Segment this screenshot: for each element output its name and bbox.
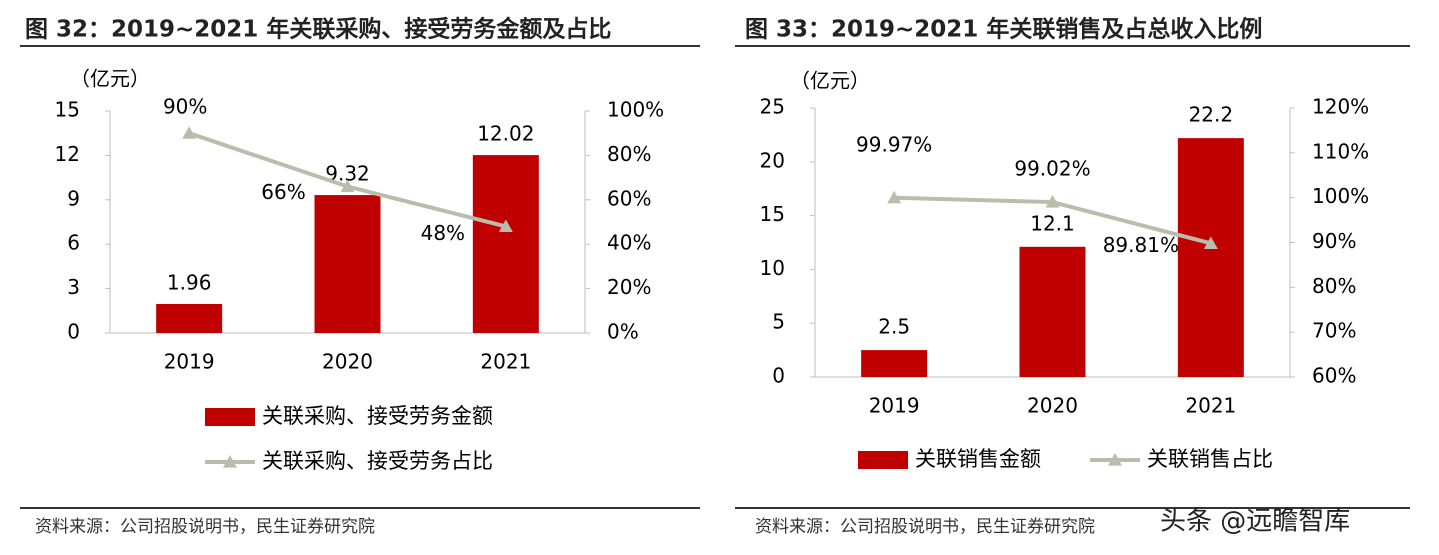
line-marker xyxy=(182,126,197,139)
data-label: 2.5 xyxy=(878,315,910,339)
data-label: 66% xyxy=(261,180,305,204)
data-label: 48% xyxy=(421,221,465,245)
y-tick-label: 3 xyxy=(67,275,80,299)
source: 资料来源：公司招股说明书，民生证券研究院 xyxy=(755,517,1095,537)
chart-title: 图 33：2019~2021 年关联销售及占总收入比例 xyxy=(745,16,1262,43)
data-label: 12.1 xyxy=(1030,211,1075,235)
line-marker xyxy=(1045,195,1060,208)
y2-tick-label: 100% xyxy=(607,98,664,122)
line-marker xyxy=(340,179,355,193)
y-tick-label: 6 xyxy=(67,231,80,255)
data-label: 90% xyxy=(163,95,207,119)
x-tick-label: 2019 xyxy=(869,394,920,418)
legend-swatch xyxy=(205,408,255,426)
source: 资料来源：公司招股说明书，民生证券研究院 xyxy=(35,517,375,537)
y2-tick-label: 40% xyxy=(607,231,651,255)
y-tick-label: 10 xyxy=(760,256,785,280)
legend-label: 关联采购、接受劳务金额 xyxy=(262,404,493,428)
y2-tick-label: 80% xyxy=(1312,274,1356,298)
data-label: 12.02 xyxy=(477,122,534,146)
data-label: 99.02% xyxy=(1014,157,1090,181)
legend-marker xyxy=(223,455,237,468)
data-label: 89.81% xyxy=(1103,233,1179,257)
y2-tick-label: 60% xyxy=(1312,364,1356,388)
y2-tick-label: 70% xyxy=(1312,319,1356,343)
y2-tick-label: 90% xyxy=(1312,229,1356,253)
bar xyxy=(1019,246,1086,377)
watermark: 头条 @远瞻智库 xyxy=(1160,507,1350,537)
y-tick-label: 0 xyxy=(772,364,785,388)
y-tick-label: 15 xyxy=(55,98,80,122)
legend-label: 关联销售金额 xyxy=(915,447,1041,471)
y-tick-label: 20 xyxy=(760,148,785,172)
unit-label: （亿元） xyxy=(790,69,870,93)
y-tick-label: 9 xyxy=(67,186,80,210)
y2-tick-label: 60% xyxy=(607,186,651,210)
legend-label: 关联采购、接受劳务占比 xyxy=(262,449,493,473)
x-tick-label: 2021 xyxy=(480,350,531,374)
bar xyxy=(861,350,928,377)
x-tick-label: 2019 xyxy=(164,350,215,374)
bar xyxy=(314,195,381,333)
x-tick-label: 2020 xyxy=(322,350,373,374)
y2-tick-label: 110% xyxy=(1312,139,1369,163)
legend-swatch xyxy=(858,451,908,469)
data-label: 99.97% xyxy=(856,132,932,156)
legend-label: 关联销售占比 xyxy=(1147,447,1273,471)
y2-tick-label: 80% xyxy=(607,142,651,166)
y-tick-label: 0 xyxy=(67,320,80,344)
chart-title: 图 32：2019~2021 年关联采购、接受劳务金额及占比 xyxy=(25,16,611,43)
x-tick-label: 2020 xyxy=(1027,394,1078,418)
bar xyxy=(156,303,223,333)
bar xyxy=(472,155,539,333)
y-tick-label: 25 xyxy=(760,95,785,119)
line-marker xyxy=(498,219,513,233)
y2-tick-label: 0% xyxy=(607,320,639,344)
data-label: 22.2 xyxy=(1189,103,1234,127)
y-tick-label: 5 xyxy=(772,310,785,334)
y2-tick-label: 120% xyxy=(1312,95,1369,119)
y2-tick-label: 100% xyxy=(1312,184,1369,208)
x-tick-label: 2021 xyxy=(1185,394,1236,418)
y2-tick-label: 20% xyxy=(607,275,651,299)
y-tick-label: 15 xyxy=(760,202,785,226)
y-tick-label: 12 xyxy=(55,142,80,166)
unit-label: （亿元） xyxy=(70,67,150,91)
legend-marker xyxy=(1108,453,1122,466)
data-label: 1.96 xyxy=(167,270,212,294)
line-marker xyxy=(1203,236,1218,249)
line-marker xyxy=(887,190,902,204)
bar xyxy=(1177,138,1244,377)
